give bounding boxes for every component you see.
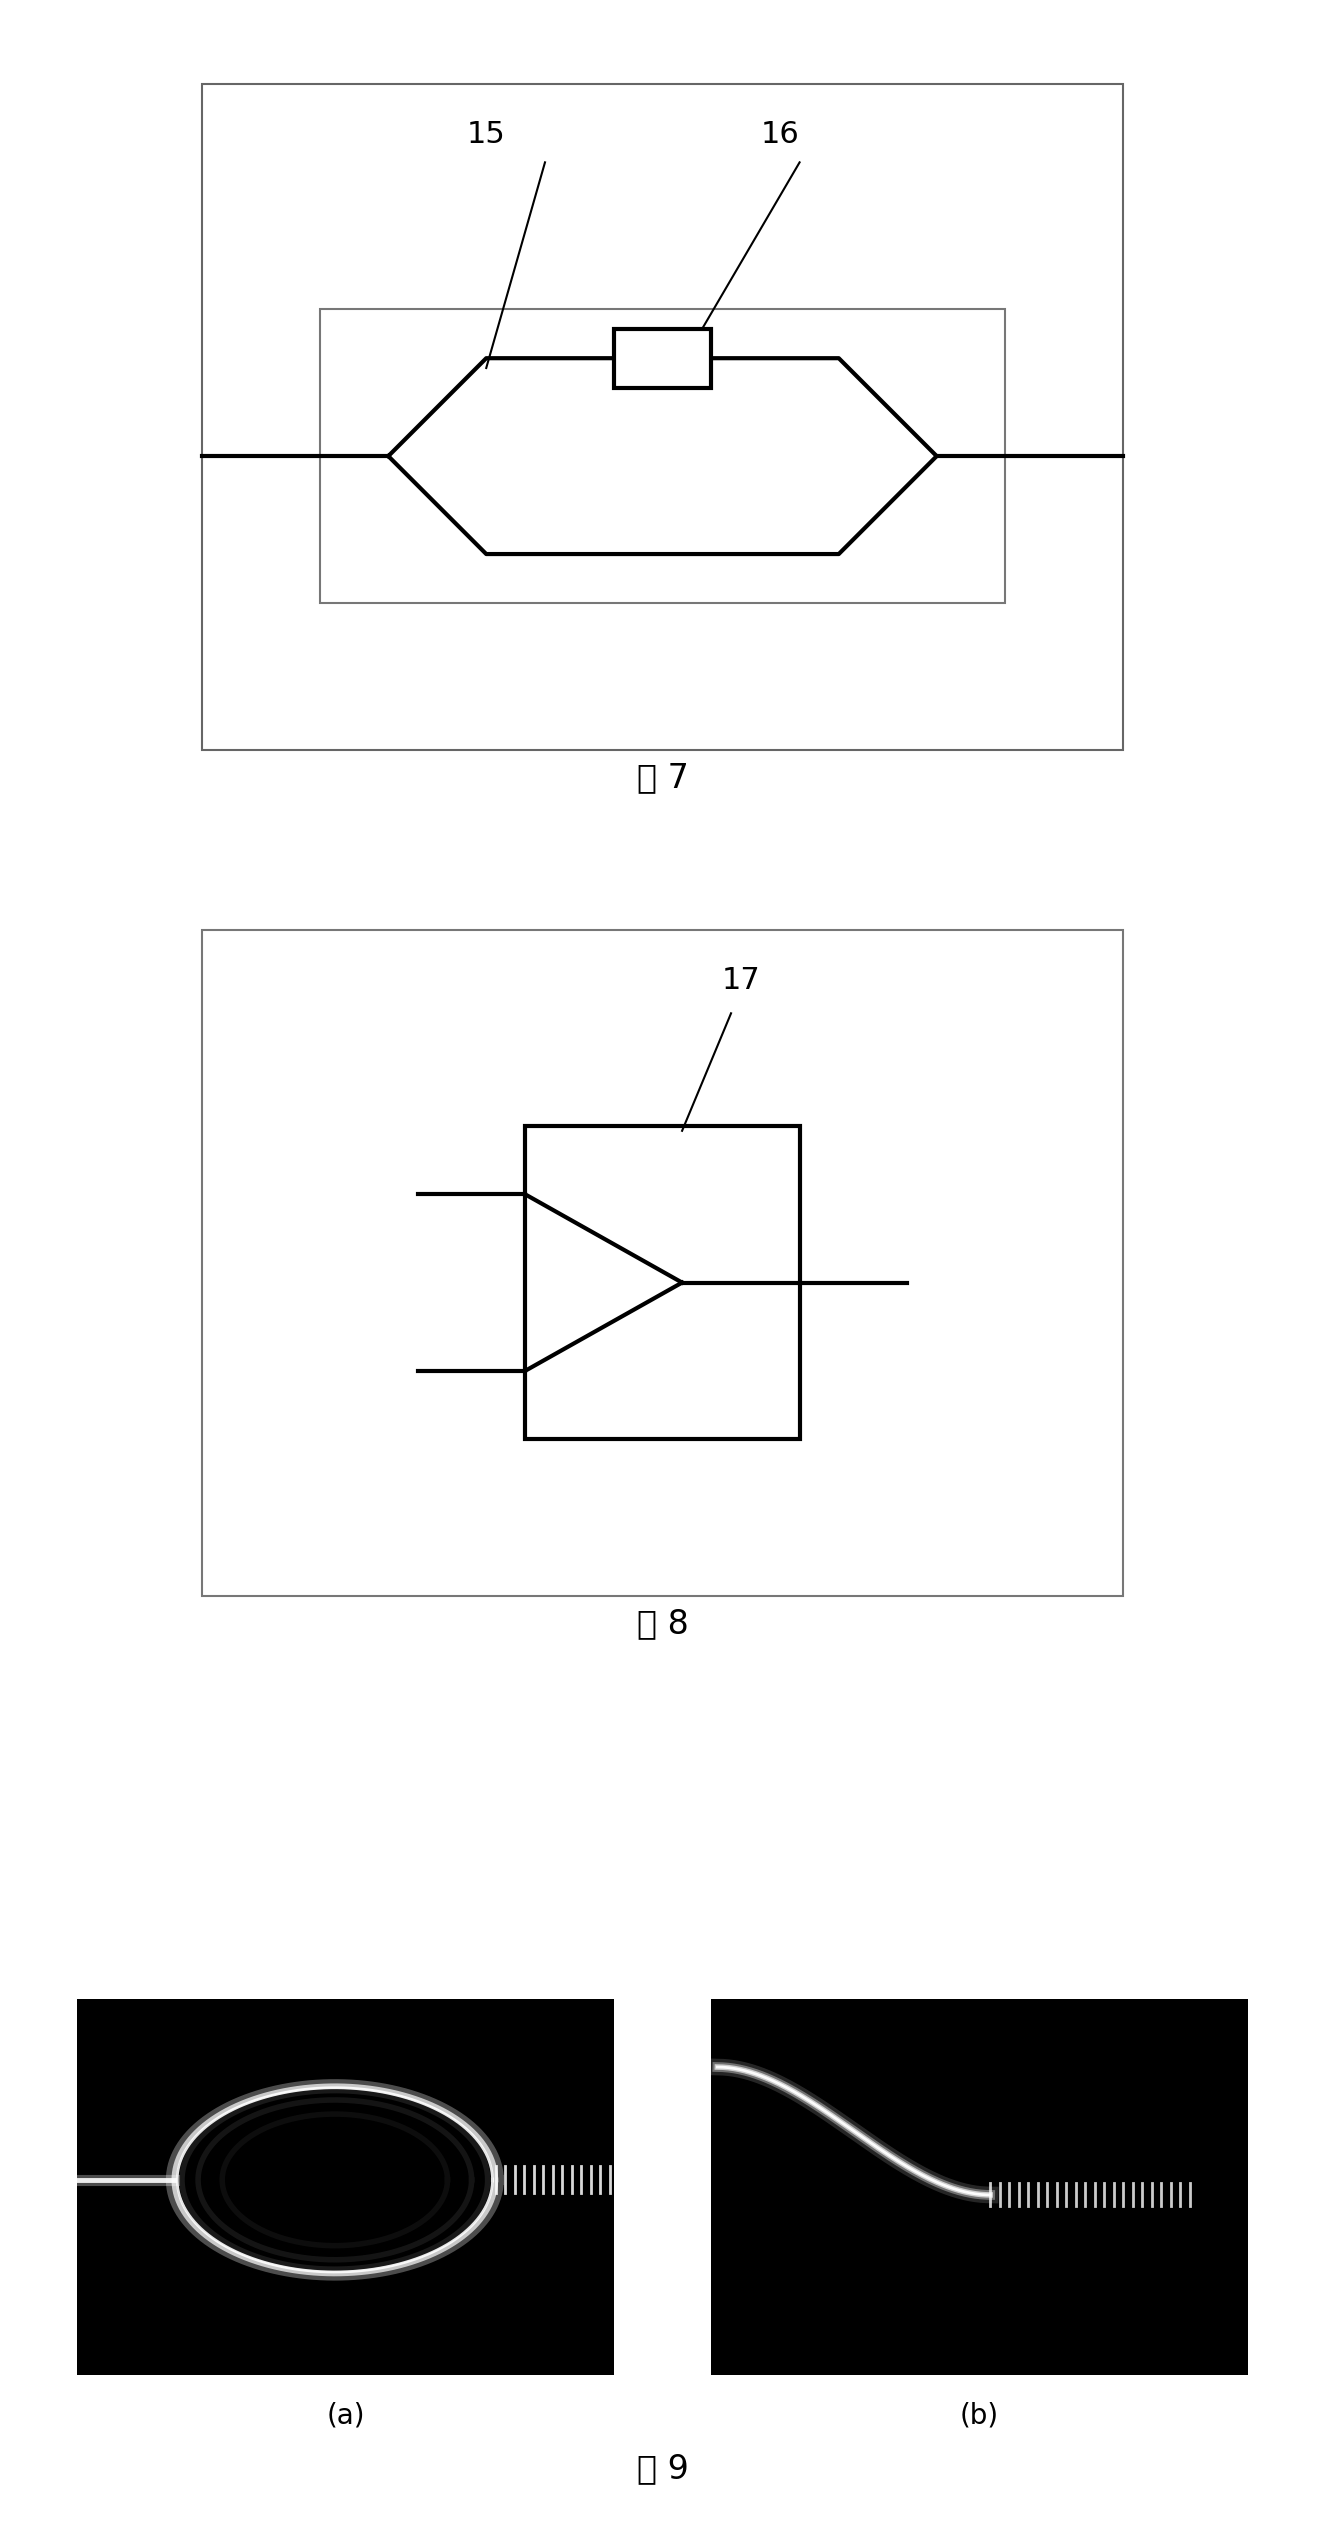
Text: 17: 17 [722, 965, 761, 995]
Bar [712, 2001, 1248, 2374]
Bar [77, 2001, 613, 2374]
Text: (b): (b) [959, 2402, 999, 2430]
Bar [526, 1127, 799, 1440]
Bar [203, 930, 1122, 1596]
Bar [319, 308, 1006, 604]
Text: 图 7: 图 7 [636, 760, 689, 793]
Bar [613, 328, 712, 386]
Text: 15: 15 [466, 119, 506, 149]
Text: 图 9: 图 9 [636, 2453, 689, 2486]
Bar [203, 83, 1122, 750]
Text: 16: 16 [761, 119, 799, 149]
Text: (a): (a) [326, 2402, 364, 2430]
Text: 图 8: 图 8 [636, 1607, 689, 1639]
